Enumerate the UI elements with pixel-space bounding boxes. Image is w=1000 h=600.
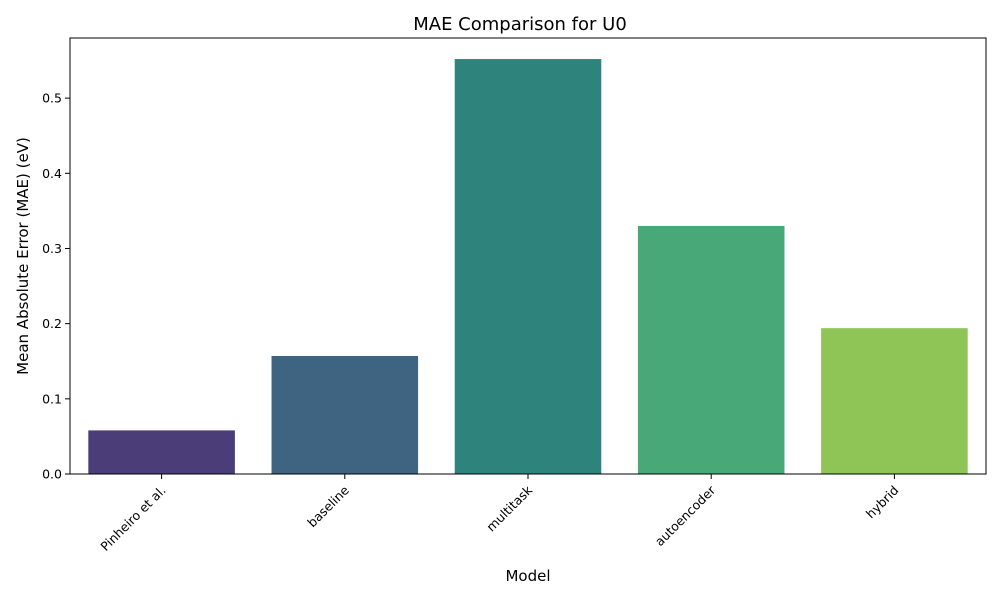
y-tick-label: 0.4 xyxy=(42,166,62,181)
bar-4 xyxy=(821,328,968,474)
bar-2 xyxy=(454,59,602,474)
bar-1 xyxy=(271,355,419,474)
y-axis-ticks: 0.0 0.1 0.2 0.3 0.4 0.5 xyxy=(42,91,70,482)
bars-group xyxy=(88,59,968,474)
x-tick-label: baseline xyxy=(304,482,352,530)
y-tick-label: 0.5 xyxy=(42,91,62,106)
x-tick-label: multitask xyxy=(483,482,535,534)
y-tick-label: 0.1 xyxy=(42,391,62,406)
y-tick-label: 0.3 xyxy=(42,241,62,256)
bar-0 xyxy=(88,430,235,474)
y-tick-label: 0.2 xyxy=(42,316,62,331)
chart-title: MAE Comparison for U0 xyxy=(413,14,627,35)
x-tick-label: autoencoder xyxy=(652,482,719,549)
y-axis-label: Mean Absolute Error (MAE) (eV) xyxy=(14,137,32,375)
x-tick-label: hybrid xyxy=(863,483,902,522)
x-axis-label: Model xyxy=(505,567,550,585)
y-tick-label: 0.0 xyxy=(42,467,62,482)
x-axis-ticks: Pinheiro et al. baseline multitask autoenco… xyxy=(97,474,902,554)
bar-3 xyxy=(637,225,785,474)
x-tick-label: Pinheiro et al. xyxy=(97,483,168,554)
